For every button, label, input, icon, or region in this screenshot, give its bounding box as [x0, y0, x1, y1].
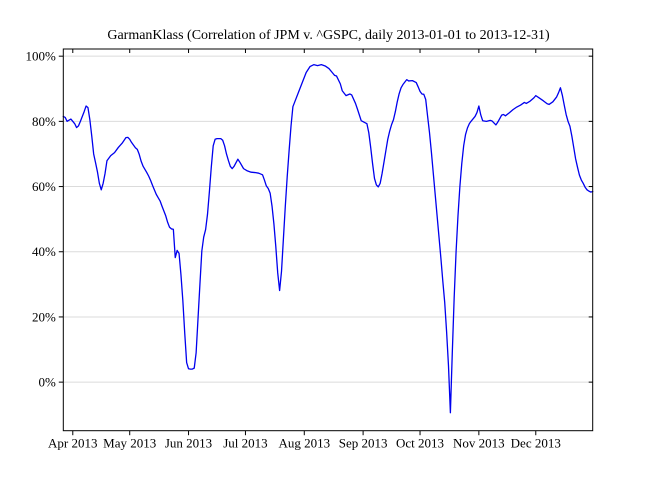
x-tick-label: Oct 2013: [396, 436, 444, 451]
y-tick-label: 100%: [25, 49, 56, 64]
x-tick-label: Sep 2013: [339, 436, 388, 451]
plot-frame: [62, 48, 594, 432]
x-tick-label: Dec 2013: [511, 436, 561, 451]
x-tick-label: Jul 2013: [223, 436, 267, 451]
x-tick-label: Jun 2013: [165, 436, 212, 451]
y-tick-label: 60%: [32, 179, 56, 194]
correlation-line: [62, 64, 594, 414]
x-tick-label: Apr 2013: [48, 436, 97, 451]
y-tick-label: 40%: [32, 244, 56, 259]
x-tick-label: May 2013: [103, 436, 156, 451]
chart-title: GarmanKlass (Correlation of JPM v. ^GSPC…: [107, 28, 550, 43]
x-tick-label: Nov 2013: [453, 436, 505, 451]
y-tick-label: 0%: [38, 375, 56, 390]
y-tick-label: 80%: [32, 114, 56, 129]
y-tick-label: 20%: [32, 309, 56, 324]
x-tick-label: Aug 2013: [278, 436, 330, 451]
